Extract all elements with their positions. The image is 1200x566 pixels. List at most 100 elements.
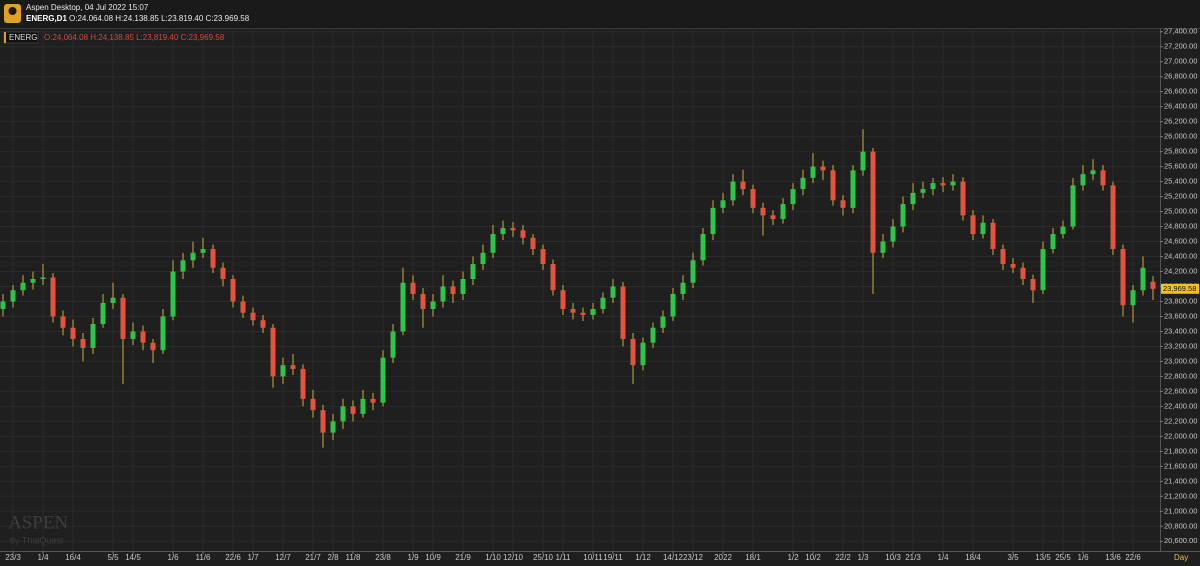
x-tick-label: 11/8 <box>346 553 362 562</box>
candle-body <box>920 189 926 193</box>
candle-body <box>450 286 456 294</box>
x-tick-label: 10/2 <box>805 553 821 562</box>
candle-body <box>370 398 376 403</box>
candle-body <box>850 170 856 208</box>
y-tick-label: 27,200.00 <box>1164 42 1197 51</box>
y-tick-label: 24,600.00 <box>1164 237 1197 246</box>
x-tick-label: 2022 <box>714 553 732 562</box>
candle-body <box>160 316 166 351</box>
x-tick-label: 14/5 <box>125 553 141 562</box>
candle-body <box>430 301 436 309</box>
candle-body <box>500 228 506 235</box>
candle-body <box>300 368 306 399</box>
candle-body <box>940 183 946 186</box>
candle-body <box>660 316 666 328</box>
x-tick-label: 1/6 <box>1077 553 1089 562</box>
x-tick-label: 23/12 <box>683 553 704 562</box>
candle-body <box>360 398 366 414</box>
candle-body <box>50 277 56 317</box>
candle-body <box>700 234 706 261</box>
candle-body <box>1090 170 1096 175</box>
y-tick-label: 25,000.00 <box>1164 207 1197 216</box>
candle-body <box>970 215 976 235</box>
candle-body <box>130 331 136 339</box>
candle-body <box>750 189 756 208</box>
candle-body <box>650 327 656 343</box>
candle-body <box>90 323 96 348</box>
y-tick-label: 21,400.00 <box>1164 476 1197 485</box>
candle-body <box>240 301 246 313</box>
candle-body <box>290 365 296 369</box>
y-tick-label: 20,600.00 <box>1164 536 1197 545</box>
candle-body <box>70 327 76 339</box>
candle-body <box>280 365 286 377</box>
candle-body <box>120 297 126 339</box>
x-tick-label: 13/6 <box>1105 553 1121 562</box>
y-tick-label: 23,800.00 <box>1164 296 1197 305</box>
candle-body <box>480 252 486 265</box>
candle-body <box>760 207 766 216</box>
x-tick-label: 23/8 <box>375 553 391 562</box>
candle-body <box>410 282 416 294</box>
x-tick-label: 12/7 <box>275 553 291 562</box>
y-tick-label: 22,400.00 <box>1164 401 1197 410</box>
candle-body <box>400 282 406 332</box>
y-tick-label: 21,000.00 <box>1164 506 1197 515</box>
app-title: Aspen Desktop, 04 Jul 2022 15:07 <box>26 3 149 12</box>
y-tick-label: 26,200.00 <box>1164 117 1197 126</box>
candle-body <box>540 249 546 265</box>
y-tick-label: 23,400.00 <box>1164 326 1197 335</box>
x-tick-label: 10/11 <box>583 553 603 562</box>
y-tick-label: 26,600.00 <box>1164 87 1197 96</box>
candle-body <box>620 286 626 339</box>
y-tick-label: 22,000.00 <box>1164 431 1197 440</box>
candle-body <box>950 181 956 186</box>
candle-body <box>1060 226 1066 235</box>
candle-body <box>960 181 966 216</box>
x-tick-label: 21/7 <box>305 553 321 562</box>
y-tick-label: 21,200.00 <box>1164 491 1197 500</box>
candle-body <box>570 308 576 313</box>
candle-body <box>730 181 736 201</box>
candle-body <box>820 166 826 171</box>
x-tick-label: 1/4 <box>37 553 49 562</box>
ohlc-header: O:24.064.08 H:24.138.85 L:23.819.40 C:23… <box>69 14 250 23</box>
candle-body <box>720 200 726 208</box>
candle-body <box>170 271 176 317</box>
candle-body <box>880 241 886 253</box>
x-tick-label: 1/4 <box>937 553 949 562</box>
candle-body <box>510 228 516 231</box>
candle-body <box>350 406 356 414</box>
x-tick-label: 1/6 <box>167 553 179 562</box>
x-tick-label: 18/1 <box>745 553 761 562</box>
candle-body <box>690 260 696 283</box>
x-tick-label: 21/9 <box>455 553 471 562</box>
candle-body <box>890 226 896 242</box>
symbol-header: ENERG,D1 <box>26 14 67 23</box>
candle-body <box>1010 264 1016 268</box>
candle-body <box>710 207 716 235</box>
candle-body <box>420 293 426 309</box>
candle-body <box>580 312 586 315</box>
candle-body <box>740 181 746 190</box>
candle-body <box>440 286 446 302</box>
candle-body <box>330 421 336 433</box>
candle-body <box>990 222 996 250</box>
y-tick-label: 27,000.00 <box>1164 57 1197 66</box>
x-tick-label: 10/9 <box>425 553 441 562</box>
y-tick-label: 25,800.00 <box>1164 147 1197 156</box>
x-tick-label: 25/5 <box>1055 553 1071 562</box>
y-tick-label: 24,800.00 <box>1164 222 1197 231</box>
y-tick-label: 21,800.00 <box>1164 446 1197 455</box>
candle-body <box>1040 249 1046 291</box>
candle-body <box>680 282 686 294</box>
candle-body <box>560 290 566 309</box>
candle-body <box>180 260 186 272</box>
candle-body <box>470 264 476 280</box>
y-tick-label: 22,600.00 <box>1164 386 1197 395</box>
candle-body <box>1050 234 1056 250</box>
x-tick-label: 18/4 <box>965 553 981 562</box>
x-tick-label: 1/3 <box>857 553 869 562</box>
x-tick-label: 1/9 <box>407 553 419 562</box>
